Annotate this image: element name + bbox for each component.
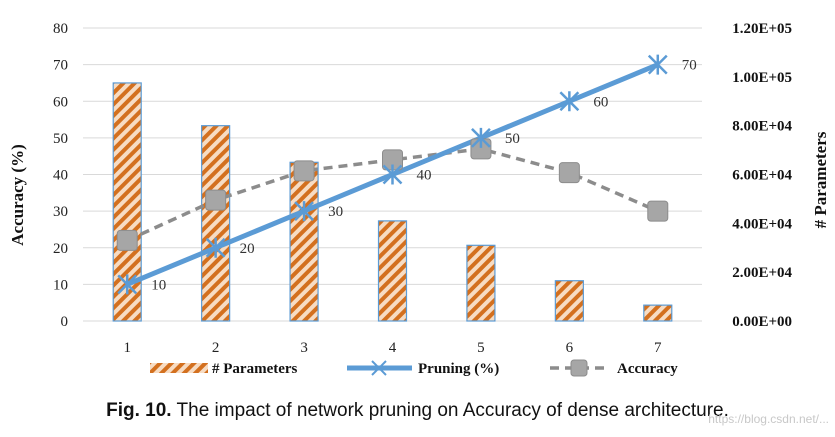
- x-tick-label: 3: [300, 340, 308, 356]
- bars: [112, 82, 673, 322]
- accuracy-point: [647, 200, 669, 222]
- data-labels: 10 20 30 40 50 60 70: [151, 58, 697, 294]
- pruning-point: [294, 201, 314, 222]
- pruning-data-label: 10: [151, 277, 166, 293]
- accuracy-point: [558, 162, 580, 184]
- pruning-data-label: 70: [682, 58, 697, 74]
- x-tick-label: 1: [123, 340, 131, 356]
- accuracy-point: [116, 229, 138, 251]
- y-tick-label: 60: [53, 94, 68, 110]
- y2-tick-label: 4.00E+04: [732, 216, 792, 232]
- legend-item-accuracy: Accuracy: [550, 359, 678, 377]
- legend-label-accuracy: Accuracy: [617, 361, 678, 377]
- pruning-data-label: 50: [505, 131, 520, 147]
- y-tick-label: 40: [53, 168, 68, 184]
- combo-chart: 0 10 20 30 40 50 60 70 80 0.00E+00 2.00E+04 4.00E+0…: [8, 21, 830, 377]
- y-tick-label: 70: [53, 58, 68, 74]
- y-tick-label: 20: [53, 241, 68, 257]
- figure-caption: Fig. 10. The impact of network pruning o…: [0, 400, 835, 422]
- pruning-data-label: 40: [417, 168, 432, 184]
- legend-label-parameters: # Parameters: [212, 361, 298, 377]
- bar-parameters: [643, 304, 673, 322]
- legend: # Parameters Pruning (%) Accuracy: [150, 359, 678, 377]
- watermark: https://blog.csdn.net/...: [708, 412, 829, 426]
- bar-parameters: [466, 244, 496, 322]
- pruning-point: [205, 237, 226, 258]
- bar-parameters: [554, 280, 584, 322]
- bar-parameters: [377, 220, 408, 322]
- bar-parameters: [201, 125, 231, 322]
- bar-parameters: [289, 161, 319, 322]
- x-tick-label: 2: [212, 340, 220, 356]
- markers: [116, 54, 669, 295]
- x-tick-label: 6: [566, 340, 574, 356]
- y-tick-label: 50: [53, 131, 68, 147]
- y2-tick-label: 0.00E+00: [732, 314, 792, 330]
- y-tick-label: 10: [53, 277, 68, 293]
- pruning-data-label: 30: [328, 204, 343, 220]
- y-tick-label: 80: [53, 21, 68, 37]
- caption-text: The impact of network pruning on Accurac…: [176, 400, 729, 421]
- pruning-point: [559, 91, 580, 112]
- y2-tick-label: 2.00E+04: [732, 265, 792, 281]
- legend-item-parameters: # Parameters: [150, 361, 298, 377]
- y-tick-label: 0: [61, 314, 69, 330]
- y2-tick-label: 8.00E+04: [732, 119, 792, 135]
- legend-item-pruning: Pruning (%): [347, 360, 499, 377]
- y2-tick-label: 1.00E+05: [732, 70, 792, 86]
- x-tick-label: 4: [389, 340, 397, 356]
- legend-swatch-parameters: [150, 363, 208, 373]
- pruning-data-label: 20: [240, 241, 255, 257]
- pruning-point: [117, 274, 138, 295]
- accuracy-point: [205, 189, 227, 211]
- pruning-point: [382, 164, 403, 185]
- y-tick-label: 30: [53, 204, 68, 220]
- caption-label: Fig. 10.: [106, 400, 172, 421]
- x-tick-label: 7: [654, 340, 662, 356]
- y2-axis-title: # Parameters: [811, 131, 830, 228]
- accuracy-point: [293, 160, 315, 182]
- pruning-data-label: 60: [593, 94, 608, 110]
- tick-labels: 0 10 20 30 40 50 60 70 80 0.00E+00 2.00E+04 4.00E+0…: [53, 21, 792, 356]
- legend-label-pruning: Pruning (%): [418, 361, 499, 377]
- pruning-point: [647, 54, 668, 75]
- y-axis-title: Accuracy (%): [8, 144, 27, 246]
- y2-tick-label: 1.20E+05: [732, 21, 792, 37]
- x-tick-label: 5: [477, 340, 485, 356]
- pruning-point: [471, 127, 491, 148]
- y2-tick-label: 6.00E+04: [732, 168, 792, 184]
